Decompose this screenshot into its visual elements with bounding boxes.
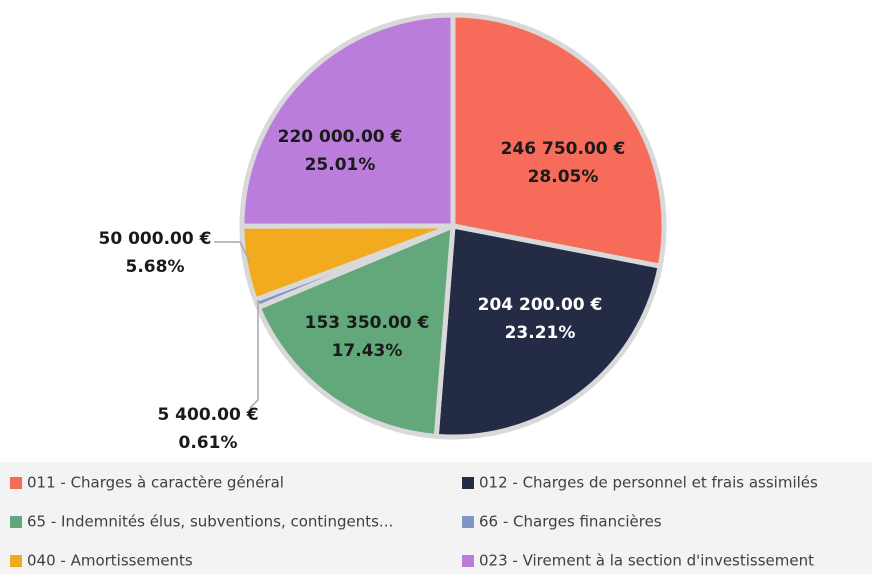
legend-label: 66 - Charges financières	[479, 513, 662, 531]
leader-line	[214, 241, 251, 263]
legend-swatch	[10, 477, 22, 489]
data-label: 220 000.00 €	[278, 127, 403, 147]
legend-label: 011 - Charges à caractère général	[27, 474, 284, 492]
legend-swatch	[462, 516, 474, 528]
legend-swatch	[462, 555, 474, 567]
percent-label: 17.43%	[332, 341, 403, 361]
legend-swatch	[10, 516, 22, 528]
data-label: 50 000.00 €	[99, 229, 212, 249]
legend-label: 040 - Amortissements	[27, 552, 193, 570]
data-label: 5 400.00 €	[157, 405, 258, 425]
legend-swatch	[10, 555, 22, 567]
pie-slice	[450, 12, 667, 269]
data-label: 204 200.00 €	[478, 295, 603, 315]
percent-label: 23.21%	[505, 323, 576, 343]
pie-slice	[239, 12, 456, 229]
data-label: 153 350.00 €	[305, 313, 430, 333]
legend-label: 023 - Virement à la section d'investisse…	[479, 552, 814, 570]
data-label: 246 750.00 €	[501, 139, 626, 159]
pie-slice	[433, 223, 663, 440]
percent-label: 25.01%	[305, 155, 376, 175]
pie-slice	[255, 223, 456, 439]
percent-label: 5.68%	[126, 257, 185, 277]
percent-label: 28.05%	[528, 167, 599, 187]
legend-label: 65 - Indemnités élus, subventions, conti…	[27, 513, 393, 531]
percent-label: 0.61%	[179, 433, 238, 453]
legend-label: 012 - Charges de personnel et frais assi…	[479, 474, 818, 492]
legend-swatch	[462, 477, 474, 489]
legend-background	[0, 462, 872, 574]
leader-line	[249, 300, 259, 409]
